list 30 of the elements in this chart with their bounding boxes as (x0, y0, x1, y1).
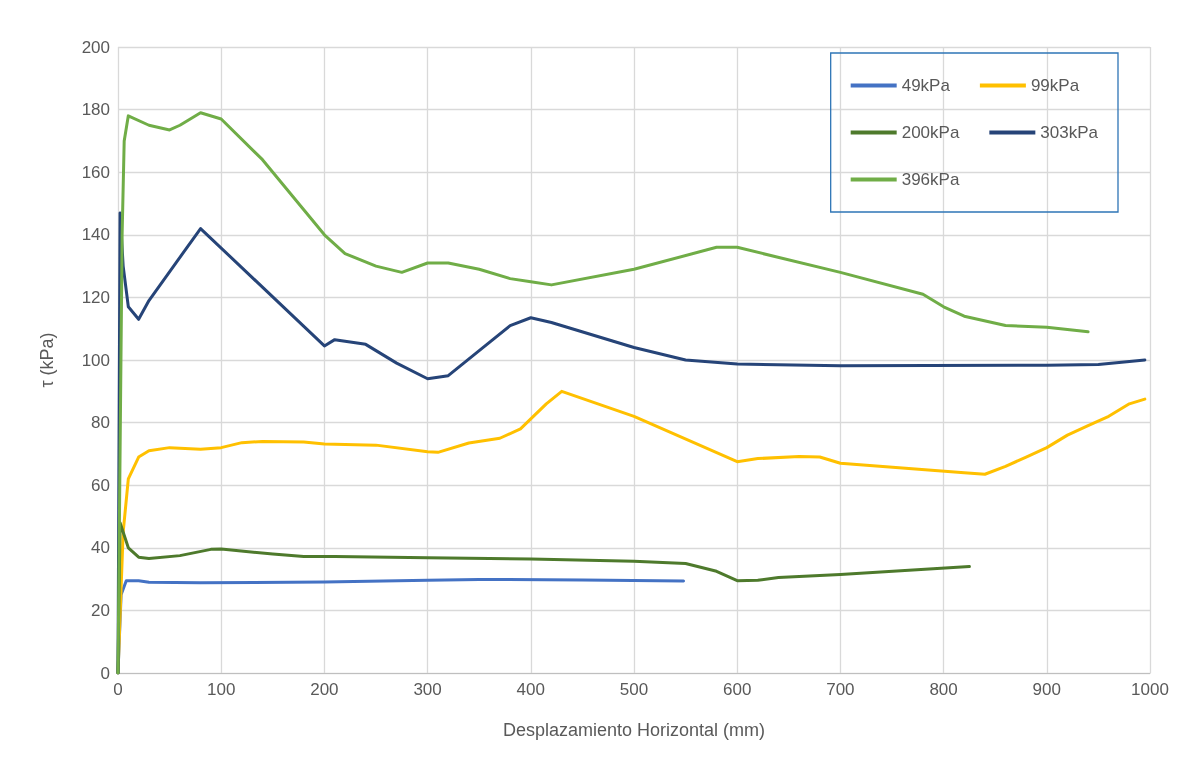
y-tick-label: 120 (81, 287, 110, 307)
y-tick-label: 180 (81, 100, 110, 120)
legend-label: 396kPa (901, 170, 960, 189)
x-tick-label: 500 (619, 680, 649, 699)
y-axis-title: τ (kPa) (37, 332, 57, 388)
x-tick-label: 900 (1032, 680, 1061, 699)
x-tick-label: 600 (723, 680, 752, 699)
y-tick-label: 200 (81, 37, 110, 57)
y-tick-label: 20 (91, 600, 110, 620)
x-tick-label: 0 (113, 680, 123, 699)
y-tick-label: 40 (91, 538, 110, 558)
y-tick-label: 80 (91, 413, 110, 433)
y-tick-label: 0 (100, 663, 110, 683)
legend-label: 200kPa (901, 123, 960, 142)
x-tick-label: 1000 (1131, 680, 1169, 699)
x-tick-label: 300 (413, 680, 442, 699)
y-tick-label: 140 (81, 225, 110, 245)
x-tick-label: 800 (929, 680, 958, 699)
x-axis-title: Desplazamiento Horizontal (mm) (502, 720, 766, 740)
x-tick-label: 100 (207, 680, 236, 699)
x-tick-label: 400 (516, 680, 545, 699)
y-tick-label: 60 (91, 475, 110, 495)
y-tick-label: 100 (81, 350, 110, 370)
x-tick-label: 700 (826, 680, 855, 699)
legend-label: 303kPa (1040, 123, 1099, 142)
x-tick-label: 200 (310, 680, 339, 699)
line-series (116, 389, 1147, 675)
y-tick-label: 160 (81, 162, 110, 182)
legend-label: 99kPa (1030, 76, 1080, 95)
legend-label: 49kPa (901, 76, 951, 95)
